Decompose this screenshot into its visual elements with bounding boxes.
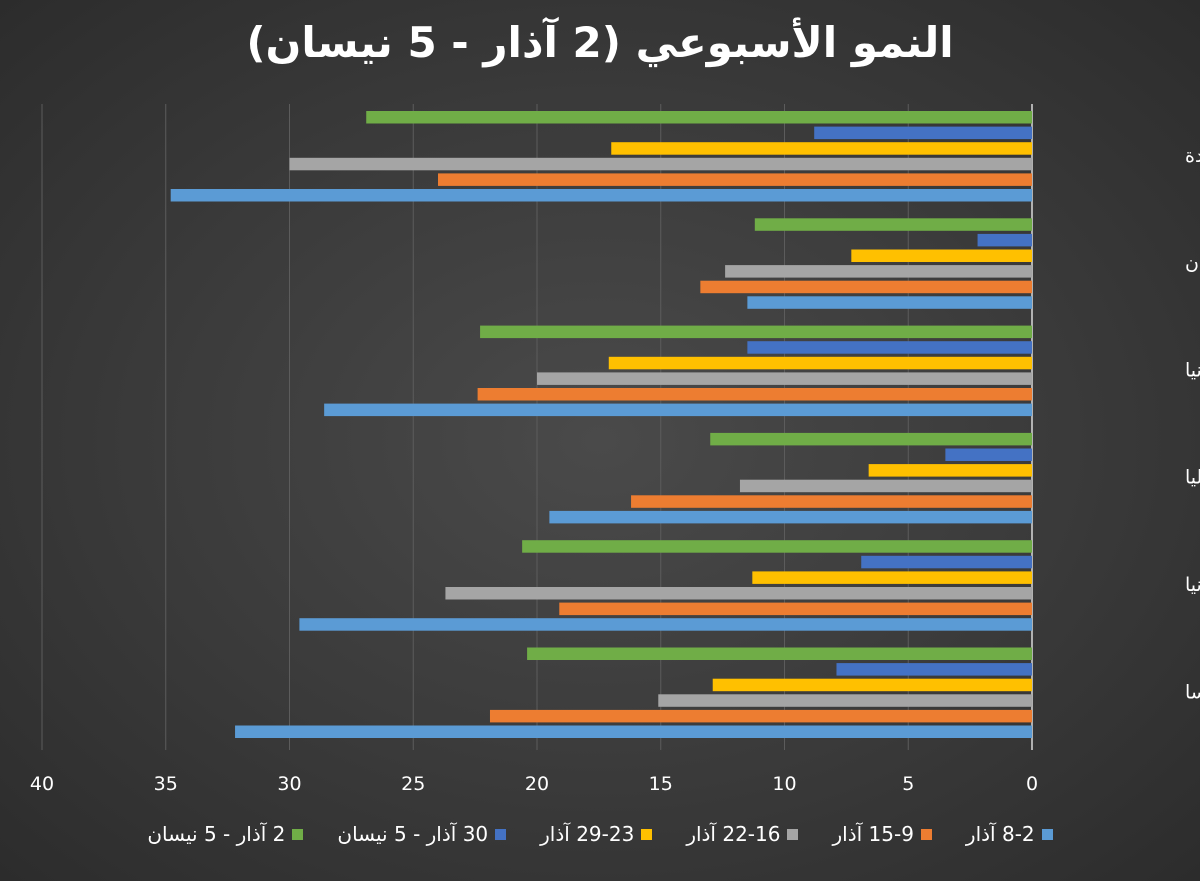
bar	[747, 296, 1032, 309]
x-tick-label: 10	[772, 773, 796, 795]
category-label: إيطاليا	[1185, 467, 1200, 490]
bar	[549, 510, 1032, 524]
x-tick-label: 30	[277, 773, 301, 795]
category-label: بريطانيا	[1185, 359, 1200, 381]
grid-layer	[41, 104, 1033, 750]
bar	[537, 372, 1032, 385]
bar	[945, 448, 1032, 461]
legend-label: 30 آذار - 5 نيسان	[337, 822, 489, 846]
bar	[235, 725, 1033, 738]
bar	[366, 111, 1033, 124]
label-layer: 0 5 10 15 20 25 30 35 40 الولايات المتحدة لبنان بري…	[30, 145, 1200, 795]
chart-title: النمو الأسبوعي (2 آذار - 5 نيسان)	[246, 18, 954, 67]
bar	[527, 647, 1032, 660]
legend-item: 2 آذار - 5 نيسان	[147, 822, 304, 846]
legend-item: 15-9 آذار	[832, 822, 932, 846]
bar	[324, 403, 1032, 417]
bar	[170, 189, 1032, 202]
x-tick-label: 25	[401, 773, 425, 795]
legend-swatch	[787, 828, 799, 840]
x-tick-label: 15	[649, 773, 673, 795]
legend-swatch	[641, 828, 653, 840]
category-label: فرنسا	[1185, 681, 1200, 703]
legend-swatch	[920, 828, 932, 840]
legend-swatch	[1041, 828, 1053, 840]
chart-legend: 8-2 آذار 15-9 آذار 22-16 آذار 29-23 آذار 30 …	[0, 822, 1200, 846]
bar	[747, 341, 1032, 354]
legend-label: 15-9 آذار	[832, 822, 914, 846]
bar	[658, 694, 1032, 707]
bar	[522, 540, 1032, 553]
legend-item: 22-16 آذار	[686, 822, 799, 846]
bar	[836, 663, 1032, 676]
bar	[445, 587, 1032, 600]
bar-layer	[170, 111, 1033, 738]
x-tick-label: 35	[154, 773, 178, 795]
bar	[489, 709, 1033, 723]
bar	[725, 265, 1032, 278]
bar	[477, 388, 1033, 401]
bar	[754, 218, 1032, 231]
legend-label: 8-2 آذار	[965, 822, 1035, 846]
x-tick-label: 40	[30, 773, 54, 795]
bar	[559, 602, 1032, 616]
bar	[480, 325, 1032, 339]
x-tick-label: 0	[1026, 773, 1038, 795]
bar	[851, 249, 1032, 262]
bar	[289, 157, 1032, 171]
bar	[631, 495, 1032, 508]
bar	[739, 479, 1032, 493]
bar	[977, 233, 1032, 247]
bar	[752, 571, 1032, 584]
legend-label: 2 آذار - 5 نيسان	[147, 822, 286, 846]
legend-swatch	[292, 828, 304, 840]
legend-item: 8-2 آذار	[966, 822, 1053, 846]
bar	[608, 356, 1032, 370]
category-label: الولايات المتحدة	[1185, 145, 1200, 167]
legend-swatch	[495, 828, 507, 840]
bar	[700, 280, 1032, 294]
bar	[710, 432, 1032, 446]
legend-label: 29-23 آذار	[540, 822, 635, 846]
x-tick-label: 5	[902, 773, 914, 795]
category-label: لبنان	[1185, 252, 1200, 274]
bar	[814, 126, 1032, 140]
legend-label: 22-16 آذار	[686, 822, 781, 846]
bar	[861, 555, 1032, 569]
bar	[438, 173, 1032, 186]
bar	[299, 618, 1032, 631]
bar	[611, 142, 1032, 155]
legend-item: 29-23 آذار	[540, 822, 653, 846]
bar	[712, 678, 1032, 692]
x-tick-label: 20	[525, 773, 549, 795]
legend-item: 30 آذار - 5 نيسان	[337, 822, 507, 846]
bar	[868, 464, 1032, 477]
category-label: ألمانيا	[1185, 572, 1200, 596]
